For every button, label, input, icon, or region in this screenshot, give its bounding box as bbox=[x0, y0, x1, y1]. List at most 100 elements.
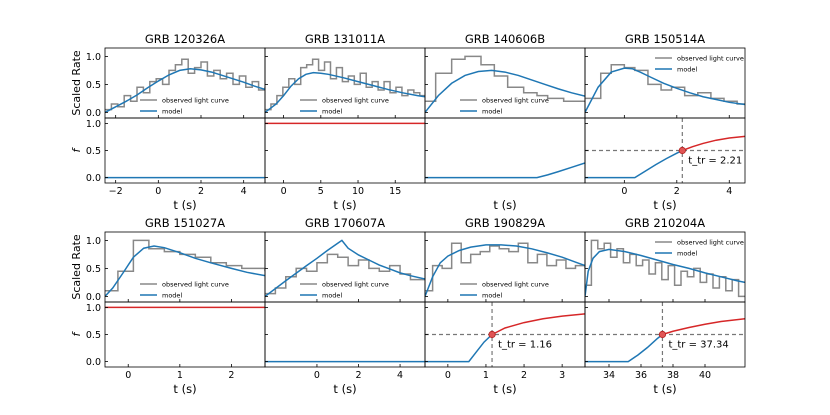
legend: observed light curve model bbox=[140, 97, 229, 116]
subplot-title: GRB 140606B bbox=[465, 32, 545, 46]
transition-point bbox=[678, 146, 686, 155]
y-tick-label: 0.5 bbox=[86, 330, 101, 341]
bottom-axes-frame bbox=[264, 301, 426, 368]
x-axis-label: t (s) bbox=[333, 382, 356, 396]
subplot-6: GRB 170607A observed light curve model 0 2 4 t… bbox=[264, 216, 426, 396]
y-axis-label-f: f bbox=[70, 146, 83, 152]
x-tick-label: 36 bbox=[635, 370, 647, 381]
y-axis-label-rate: Scaled Rate bbox=[70, 50, 83, 116]
model-curve bbox=[425, 244, 585, 297]
subplot-3: GRB 140606B observed light curve model t (s… bbox=[424, 32, 586, 212]
y-axis-label-f: f bbox=[70, 330, 83, 336]
x-axis-label: t (s) bbox=[333, 198, 356, 212]
subplot-1: GRB 120326A 0.0 0.5 1.0 observed light curve… bbox=[70, 32, 266, 212]
legend-label-model: model bbox=[162, 292, 182, 300]
x-tick-label: 2 bbox=[355, 370, 361, 381]
legend-label-observed: observed light curve bbox=[162, 281, 229, 289]
subplot-title: GRB 190829A bbox=[465, 216, 545, 230]
observed-light-curve bbox=[585, 64, 745, 105]
x-tick-label: 3 bbox=[559, 370, 565, 381]
y-tick-label: 1.0 bbox=[86, 119, 101, 130]
transition-label: t_tr = 2.21 bbox=[688, 156, 742, 167]
x-tick-label: 0 bbox=[314, 370, 320, 381]
bottom-axes-frame bbox=[264, 117, 426, 184]
top-axes-frame bbox=[424, 231, 586, 303]
f-curve-red bbox=[491, 313, 585, 336]
x-tick-label: 0 bbox=[621, 186, 627, 197]
x-axis-label: t (s) bbox=[493, 198, 516, 212]
f-curve-red bbox=[662, 318, 745, 336]
x-tick-label: 0 bbox=[281, 186, 287, 197]
top-axes-frame bbox=[424, 47, 586, 119]
legend-label-observed: observed light curve bbox=[482, 97, 549, 105]
x-tick-label: 2 bbox=[521, 370, 527, 381]
legend-label-observed: observed light curve bbox=[677, 55, 744, 63]
y-axis-label-rate: Scaled Rate bbox=[70, 234, 83, 300]
subplot-title: GRB 150514A bbox=[625, 32, 705, 46]
legend: observed light curve model bbox=[460, 97, 549, 116]
transition-point bbox=[488, 330, 496, 339]
x-tick-label: 38 bbox=[667, 370, 679, 381]
y-tick-label: 0.5 bbox=[86, 264, 101, 275]
subplot-title: GRB 120326A bbox=[145, 32, 225, 46]
f-curve-red bbox=[682, 135, 745, 152]
x-tick-label: 2 bbox=[198, 186, 204, 197]
observed-light-curve bbox=[105, 58, 265, 111]
f-curve-blue bbox=[585, 149, 683, 179]
y-tick-label: 0.5 bbox=[86, 146, 101, 157]
legend-label-model: model bbox=[482, 292, 502, 300]
x-tick-label: 4 bbox=[397, 370, 403, 381]
legend: observed light curve model bbox=[140, 281, 229, 300]
legend: observed light curve model bbox=[300, 281, 389, 300]
legend-label-model: model bbox=[677, 66, 697, 74]
f-curve-blue bbox=[425, 162, 585, 179]
transition-point bbox=[658, 330, 667, 339]
observed-light-curve bbox=[585, 239, 745, 298]
subplot-8: GRB 210204A observed light curve model t_tr… bbox=[584, 216, 746, 396]
x-tick-label: 2 bbox=[228, 370, 234, 381]
x-tick-label: 0 bbox=[445, 370, 451, 381]
x-axis-label: t (s) bbox=[653, 198, 676, 212]
observed-light-curve bbox=[105, 239, 265, 292]
y-tick-label: 1.0 bbox=[86, 303, 101, 314]
legend: observed light curve model bbox=[300, 97, 389, 116]
legend-label-observed: observed light curve bbox=[677, 239, 744, 247]
y-tick-label: 1.0 bbox=[86, 236, 101, 247]
f-curve-blue bbox=[585, 333, 663, 363]
y-tick-label: 1.0 bbox=[86, 52, 101, 63]
legend: observed light curve model bbox=[655, 55, 744, 74]
y-tick-label: 0.0 bbox=[86, 292, 101, 303]
x-axis-label: t (s) bbox=[173, 198, 196, 212]
model-curve bbox=[105, 245, 265, 297]
x-tick-label: 1 bbox=[177, 370, 183, 381]
f-curve-blue bbox=[425, 333, 493, 363]
model-curve bbox=[425, 69, 585, 113]
observed-light-curve bbox=[425, 242, 585, 292]
legend-label-observed: observed light curve bbox=[482, 281, 549, 289]
x-tick-label: 2 bbox=[674, 186, 680, 197]
top-axes-frame bbox=[264, 231, 426, 303]
x-tick-label: 15 bbox=[389, 186, 401, 197]
model-curve bbox=[265, 71, 425, 113]
x-axis-label: t (s) bbox=[653, 382, 676, 396]
model-curve bbox=[585, 248, 745, 297]
x-axis-label: t (s) bbox=[493, 382, 516, 396]
y-tick-label: 0.5 bbox=[86, 80, 101, 91]
legend: observed light curve model bbox=[460, 281, 549, 300]
top-axes-frame bbox=[104, 231, 266, 303]
model-curve bbox=[265, 239, 425, 297]
legend-label-observed: observed light curve bbox=[322, 97, 389, 105]
x-tick-label: 0 bbox=[125, 370, 131, 381]
x-tick-label: 34 bbox=[603, 370, 615, 381]
legend-label-model: model bbox=[162, 108, 182, 116]
x-tick-label: 10 bbox=[352, 186, 364, 197]
model-curve bbox=[105, 67, 265, 114]
legend-label-observed: observed light curve bbox=[322, 281, 389, 289]
bottom-axes-frame bbox=[104, 117, 266, 184]
x-axis-label: t (s) bbox=[173, 382, 196, 396]
subplot-5: GRB 151027A 0.0 0.5 1.0 observed light curve… bbox=[70, 216, 266, 396]
subplot-title: GRB 170607A bbox=[305, 216, 385, 230]
x-tick-label: 0 bbox=[155, 186, 161, 197]
transition-label: t_tr = 1.16 bbox=[498, 340, 552, 351]
subplot-title: GRB 210204A bbox=[625, 216, 705, 230]
